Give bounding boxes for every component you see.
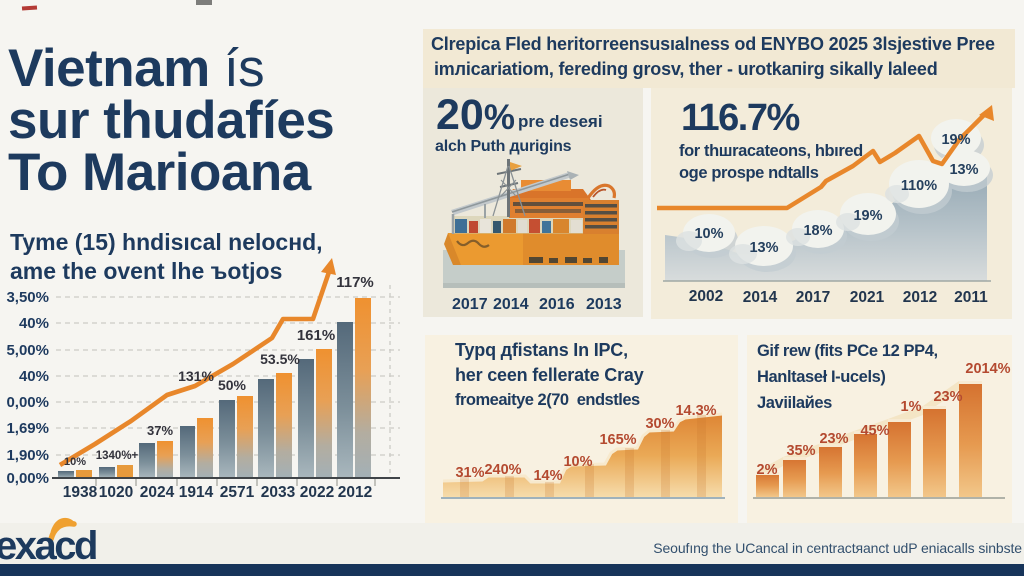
svg-text:3,50%: 3,50%	[6, 289, 49, 306]
svg-text:0,00%: 0,00%	[6, 394, 49, 411]
svg-text:14%: 14%	[533, 468, 562, 484]
svg-text:2017: 2017	[796, 289, 830, 306]
svg-text:1,69%: 1,69%	[6, 420, 49, 437]
svg-text:13%: 13%	[749, 240, 778, 256]
svg-text:1914: 1914	[179, 484, 214, 500]
svg-text:10%: 10%	[563, 454, 592, 470]
svg-text:2002: 2002	[689, 288, 723, 305]
svg-text:53.5%: 53.5%	[260, 351, 300, 367]
svg-text:2012: 2012	[903, 289, 937, 306]
svg-text:5,00%: 5,00%	[6, 342, 49, 359]
svg-text:10%: 10%	[64, 456, 86, 468]
svg-text:2022: 2022	[300, 484, 334, 500]
svg-text:50%: 50%	[218, 377, 247, 393]
svg-text:2033: 2033	[261, 484, 296, 500]
svg-text:1340%+: 1340%+	[96, 450, 139, 462]
svg-text:117%: 117%	[336, 274, 374, 291]
svg-text:30%: 30%	[645, 416, 674, 432]
svg-text:45%: 45%	[860, 423, 889, 439]
svg-text:13%: 13%	[949, 162, 978, 178]
svg-text:2571: 2571	[220, 484, 255, 500]
svg-text:31%: 31%	[455, 465, 484, 481]
svg-text:131%: 131%	[178, 368, 214, 384]
svg-text:2014%: 2014%	[965, 361, 1010, 377]
svg-text:35%: 35%	[786, 443, 815, 459]
svg-text:19%: 19%	[853, 208, 882, 224]
svg-text:19%: 19%	[941, 132, 970, 148]
svg-text:2024: 2024	[140, 484, 175, 500]
svg-text:2014: 2014	[743, 289, 778, 306]
svg-text:110%: 110%	[901, 178, 937, 194]
svg-text:exacd: exacd	[0, 524, 96, 568]
svg-text:10%: 10%	[694, 226, 723, 242]
svg-text:40%: 40%	[19, 368, 49, 385]
svg-text:40%: 40%	[19, 315, 49, 332]
svg-text:1%: 1%	[901, 399, 922, 415]
svg-text:240%: 240%	[484, 462, 521, 478]
svg-text:23%: 23%	[933, 389, 962, 405]
svg-text:1020: 1020	[99, 484, 133, 500]
svg-text:1938: 1938	[63, 484, 98, 500]
svg-text:18%: 18%	[803, 223, 832, 239]
svg-text:1,90%: 1,90%	[6, 447, 49, 464]
svg-text:23%: 23%	[819, 431, 848, 447]
svg-text:165%: 165%	[599, 432, 636, 448]
svg-text:161%: 161%	[297, 327, 335, 344]
svg-text:14.3%: 14.3%	[675, 403, 716, 419]
svg-text:2012: 2012	[338, 484, 372, 500]
svg-text:0,00%: 0,00%	[6, 470, 49, 487]
svg-text:2%: 2%	[757, 462, 778, 478]
svg-text:37%: 37%	[147, 423, 173, 438]
svg-text:2021: 2021	[850, 289, 885, 306]
svg-text:2011: 2011	[954, 289, 988, 306]
